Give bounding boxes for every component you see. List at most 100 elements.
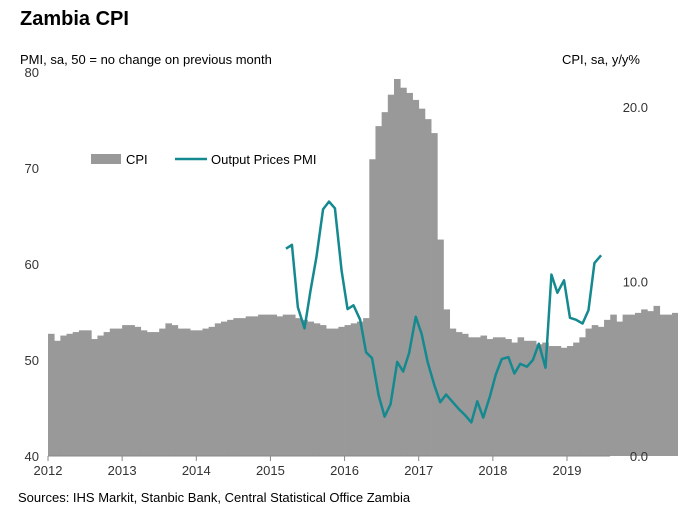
cpi-bar — [91, 339, 98, 456]
y-left-tick-label: 40 — [25, 449, 39, 464]
cpi-bar — [461, 333, 469, 456]
cpi-bar — [245, 316, 253, 456]
cpi-bar — [258, 314, 265, 456]
cpi-bar — [499, 337, 506, 456]
cpi-bar — [585, 328, 593, 456]
cpi-bar — [424, 119, 432, 456]
cpi-bar — [85, 330, 92, 456]
legend-label-pmi: Output Prices PMI — [211, 152, 316, 167]
y-left-tick-label: 70 — [25, 161, 39, 176]
cpi-bar — [276, 316, 284, 456]
cpi-bar — [319, 325, 327, 456]
cpi-bar — [363, 318, 370, 456]
cpi-bar — [443, 309, 451, 456]
cpi-bar — [400, 87, 407, 457]
cpi-bar — [567, 346, 574, 456]
cpi-bar — [610, 314, 617, 456]
cpi-bar — [301, 319, 308, 456]
x-tick-label: 2017 — [404, 463, 433, 478]
y-right-tick-label: 0.0 — [630, 449, 648, 464]
cpi-bar — [505, 339, 512, 456]
x-tick-label: 2018 — [478, 463, 507, 478]
cpi-bar — [153, 332, 160, 456]
x-tick-label: 2014 — [182, 463, 211, 478]
cpi-bar — [597, 326, 605, 456]
cpi-bar — [560, 347, 568, 456]
cpi-bar — [350, 323, 358, 456]
cpi-bar — [542, 342, 549, 456]
cpi-bar — [604, 319, 611, 456]
cpi-bar — [554, 346, 562, 456]
cpi-bar — [480, 335, 488, 456]
y-right-tick-label: 10.0 — [623, 274, 648, 289]
cpi-bar — [270, 314, 278, 456]
cpi-bar — [659, 314, 667, 456]
cpi-bar — [412, 99, 420, 457]
cpi-bar — [579, 337, 586, 456]
cpi-bar — [338, 326, 345, 456]
right-axis-caption: CPI, sa, y/y% — [561, 52, 640, 67]
cpi-bar — [381, 112, 389, 457]
cpi-bar — [134, 326, 142, 456]
cpi-bar — [288, 314, 296, 456]
pmi-line — [285, 200, 603, 424]
cpi-bars — [48, 78, 678, 457]
cpi-bar — [190, 330, 197, 456]
left-axis-caption: PMI, sa, 50 = no change on previous mont… — [20, 52, 272, 67]
y-left-tick-label: 60 — [25, 257, 39, 272]
cpi-bar — [54, 340, 61, 456]
cpi-bar — [468, 337, 475, 456]
cpi-bar — [72, 332, 80, 456]
cpi-bar — [227, 319, 234, 456]
cpi-bar — [492, 337, 500, 456]
cpi-bar — [387, 94, 395, 456]
cpi-bar — [221, 321, 228, 456]
cpi-bar — [511, 342, 518, 456]
cpi-bar — [591, 325, 599, 456]
cpi-bar — [474, 337, 481, 456]
cpi-bar — [115, 328, 123, 456]
cpi-bar — [208, 326, 216, 456]
cpi-bar — [665, 314, 673, 456]
cpi-bar — [78, 330, 86, 456]
cpi-bar — [183, 328, 191, 456]
cpi-bar — [431, 133, 438, 456]
cpi-bar — [177, 328, 185, 456]
legend-label-cpi: CPI — [126, 152, 148, 167]
axes: 2012 2013 2014 2015 2016 2017 2018 2019 40 50 60 70… — [25, 65, 648, 478]
x-tick-label: 2012 — [34, 463, 63, 478]
cpi-bar — [165, 323, 172, 456]
cpi-bar — [437, 239, 444, 456]
x-tick-label: 2019 — [553, 463, 582, 478]
cpi-bar — [653, 305, 661, 456]
cpi-bar — [159, 328, 166, 456]
x-tick-label: 2013 — [108, 463, 137, 478]
cpi-bar — [202, 328, 210, 456]
cpi-bar — [282, 314, 290, 456]
cpi-bar — [616, 321, 624, 456]
x-tick-label: 2016 — [330, 463, 359, 478]
cpi-bar — [332, 328, 339, 456]
cpi-bar — [628, 314, 636, 456]
cpi-bar — [60, 335, 67, 456]
y-left-tick-label: 50 — [25, 353, 39, 368]
cpi-bar — [573, 342, 580, 456]
cpi-bar — [251, 316, 259, 456]
cpi-bar — [122, 325, 129, 456]
cpi-bar — [529, 340, 537, 456]
x-tick-label: 2015 — [256, 463, 285, 478]
cpi-bar — [140, 330, 148, 456]
cpi-bar — [394, 78, 401, 456]
cpi-bar — [48, 333, 55, 456]
cpi-bar — [128, 325, 135, 456]
cpi-bar — [326, 328, 333, 456]
cpi-bar — [517, 337, 525, 456]
cpi-bar — [455, 332, 463, 456]
cpi-bar — [672, 312, 678, 456]
cpi-bar — [239, 318, 247, 456]
cpi-bar — [196, 330, 203, 456]
cpi-bar — [171, 325, 179, 456]
cpi-bar — [103, 332, 111, 456]
source-note: Sources: IHS Markit, Stanbic Bank, Centr… — [18, 490, 411, 505]
